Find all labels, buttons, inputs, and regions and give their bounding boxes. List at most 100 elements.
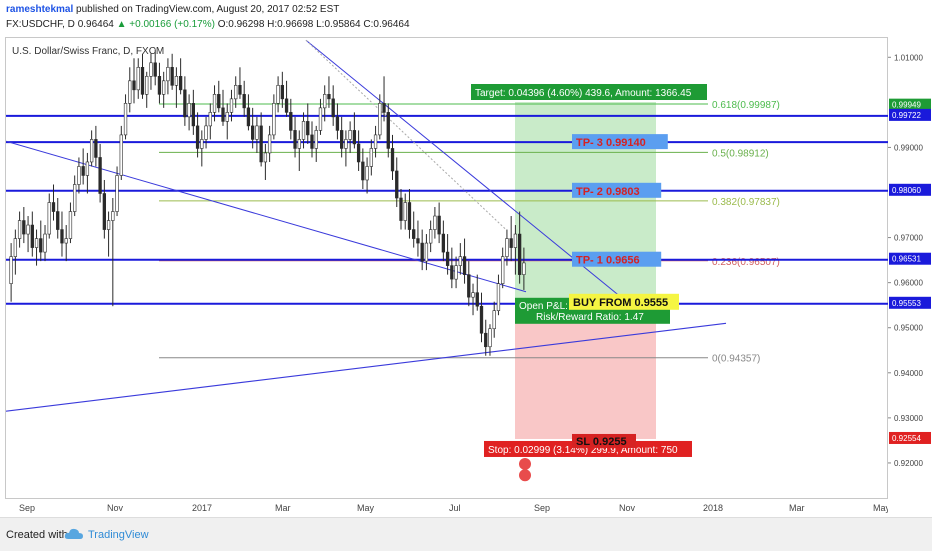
candle-body [356,143,361,163]
candle-body [306,121,310,136]
tp3-label: TP- 3 0.99140 [576,137,646,149]
candle-body [26,224,30,235]
candle-body [310,134,314,149]
price-axis[interactable]: 1.01000 0.99000 0.97000 0.96000 0.95000 0.940… [888,37,932,499]
tradingview-cloud-icon [64,528,83,539]
candle-body [267,134,272,154]
candle-body [395,170,399,199]
price-tick-label: 0.94000 [894,369,923,378]
stop-zone [515,303,656,439]
price-tick-label: 0.96000 [894,279,923,288]
price-label: 0.99722 [892,111,921,120]
open-pl-label: Open P&L: [519,301,568,312]
ohlc-values: O:0.96298 H:0.96698 L:0.95864 C:0.96464 [217,19,410,30]
candle-body [331,98,335,118]
chart-header: rameshtekmal published on TradingView.co… [0,0,932,34]
candle-body [420,242,424,262]
candle-body [30,224,34,248]
fib-level-label: 0(0.94357) [712,354,760,365]
candle-body [238,85,242,95]
sl-label: SL 0.9255 [576,436,627,448]
price-label: 0.99949 [892,101,921,110]
created-with-text: Created with [6,529,68,541]
candle-body [174,76,179,86]
candle-body [170,66,174,86]
candle-body [128,80,132,104]
tradingview-brand-link[interactable]: TradingView [88,529,149,541]
candle-body [34,238,39,248]
candle-body [412,229,416,239]
fib-level-label: 0.618(0.99987) [712,100,780,111]
candle-body [106,220,111,230]
candle-body [166,66,170,82]
time-tick-label: Mar [789,503,805,513]
publish-text: published on TradingView.com, August 20,… [76,4,340,15]
candle-body [318,107,323,131]
event-flag-icon [519,469,531,482]
candle-body [340,130,344,149]
candle-body [89,139,94,163]
candle-body [136,66,140,91]
candle-body [458,256,462,266]
time-tick-label: Nov [107,503,124,513]
candle-body [85,161,90,176]
candle-body [301,121,306,140]
price-label-box [889,431,931,444]
candle-body [323,94,327,109]
candle-body [517,233,522,275]
candle-body [132,80,136,91]
candle-body [9,256,13,284]
downtrend-line-2 [305,39,622,298]
candle-body [501,256,505,284]
buy-label: BUY FROM 0.9555 [573,297,668,309]
target-label-box [471,84,707,101]
candle-body [289,112,293,131]
candle-body [297,139,301,149]
candle-body [373,134,378,149]
price-tick-label: 0.97000 [894,234,923,243]
candle-body [43,233,47,253]
candle-body [361,161,365,181]
candle-body [259,125,263,163]
time-tick-label: Nov [619,503,636,513]
candle-body [81,166,85,176]
candle-body [492,310,496,330]
author-link[interactable]: rameshtekmal [6,4,74,15]
candle-body [212,94,217,113]
chart-plot-area[interactable]: 0.618(0.99987) 0.5(0.98912) 0.382(0.97837)… [5,37,889,500]
candle-body [64,238,68,244]
price-change: ▲ +0.00166 (+0.17%) [116,19,215,30]
time-tick-label: Sep [534,503,550,513]
candle-body [488,328,492,348]
candle-body [98,157,102,194]
candle-body [102,193,107,230]
price-axis-svg: 1.01000 0.99000 0.97000 0.96000 0.95000 0.940… [888,53,931,468]
candle-body [352,130,357,145]
time-tick-label: May [357,503,375,513]
risk-reward-label: Risk/Reward Ratio: 1.47 [536,312,644,323]
candle-body [467,274,471,298]
stop-label-box [484,440,692,457]
price-chart[interactable]: 0.618(0.99987) 0.5(0.98912) 0.382(0.97837)… [5,38,889,500]
candle-body [462,256,467,275]
candle-body [123,103,128,136]
candle-body [496,283,501,311]
candle-body [484,332,488,348]
time-axis[interactable]: Sep Nov 2017 Mar May Jul Sep Nov 2018 Mar May [5,499,891,517]
candle-body [39,238,43,253]
price-tick-label: 0.93000 [894,414,923,423]
candle-body [73,184,77,212]
candle-body [450,265,454,280]
candle-body [47,202,51,235]
candle-body [13,238,18,257]
event-flag-icon [519,457,531,470]
candle-body [149,62,153,77]
tp2-label: TP- 2 0.9803 [576,186,640,198]
tp3-label-box [572,134,668,150]
candle-body [399,197,403,221]
candle-body [445,251,450,266]
candle-body [369,148,373,167]
candle-body [284,98,289,113]
candle-body [424,242,429,262]
candle-body [479,305,484,334]
